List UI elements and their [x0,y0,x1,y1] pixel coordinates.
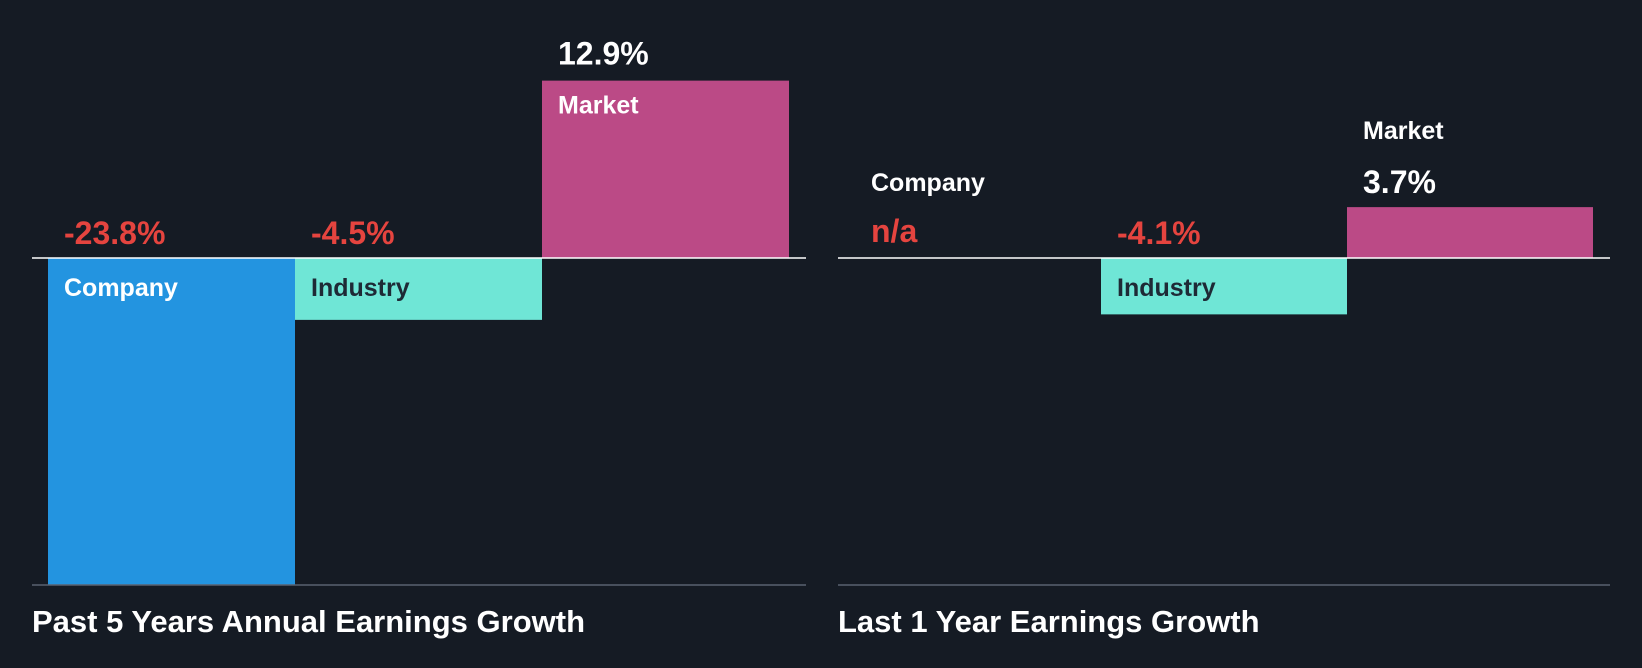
last-1-year-market-label: Market [1363,117,1444,145]
last-1-year-market-value: 3.7% [1363,164,1436,200]
past-5-years-industry-value: -4.5% [311,215,395,251]
past-5-years-company-bar [48,258,295,586]
last-1-year-company-label: Company [871,169,985,197]
past-5-years-market-bar [542,80,789,258]
past-5-years-company-value: -23.8% [64,215,165,251]
chart-title-last-1-year: Last 1 Year Earnings Growth [838,604,1260,639]
last-1-year-industry-bar [1101,258,1347,315]
last-1-year-company-value: n/a [871,213,917,249]
last-1-year-industry-label: Industry [1117,274,1216,302]
last-1-year-industry-value: -4.1% [1117,215,1201,251]
past-5-years-market-value: 12.9% [558,36,649,72]
past-5-years-market-label: Market [558,92,639,120]
past-5-years-industry-label: Industry [311,274,410,302]
chart-title-past-5-years: Past 5 Years Annual Earnings Growth [32,604,586,639]
past-5-years-industry-bar [295,258,542,320]
past-5-years-company-label: Company [64,274,178,302]
last-1-year-market-bar [1347,207,1593,258]
